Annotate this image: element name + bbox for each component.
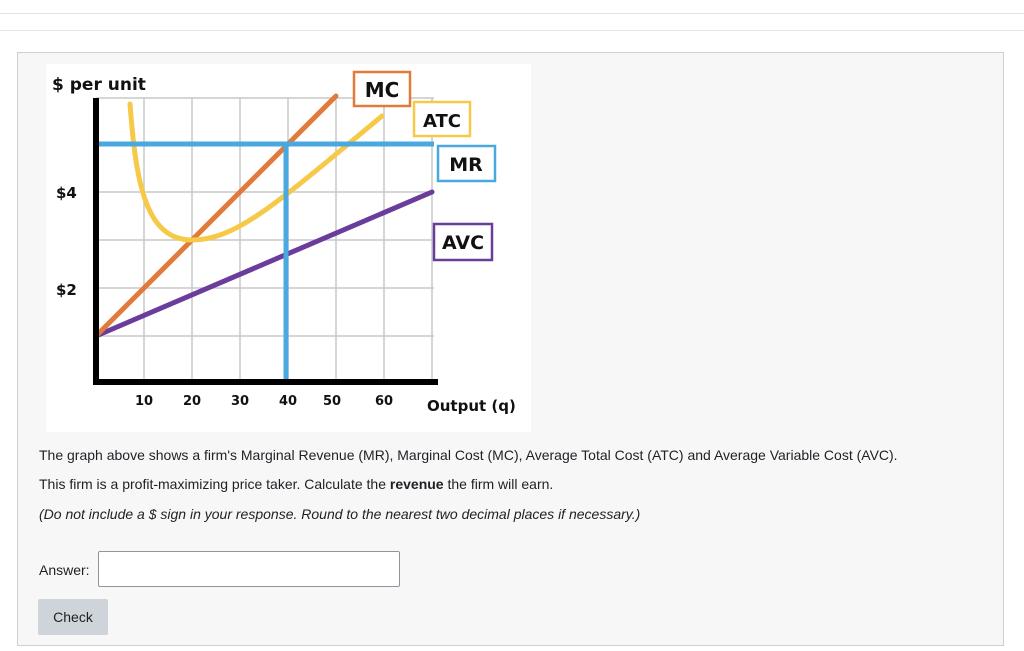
x-tick-50: 50: [323, 394, 341, 409]
x-tick-60: 60: [375, 394, 393, 409]
x-tick-40: 40: [279, 394, 297, 409]
answer-input[interactable]: [98, 551, 400, 587]
avc-curve: [93, 189, 435, 339]
atc-curve: [127, 101, 385, 243]
mr-label-box: [436, 144, 497, 183]
x-axis-title: Output (q): [427, 397, 516, 415]
question-instruction: (Do not include a $ sign in your respons…: [39, 506, 641, 522]
answer-label: Answer:: [39, 562, 90, 578]
grid: [96, 97, 434, 382]
question-text-line-2-start: This firm is a profit-maximizing price t…: [39, 476, 390, 492]
top-divider-2: [0, 30, 1024, 31]
avc-label-box: [432, 222, 494, 262]
mc-curve: [93, 93, 339, 339]
y-tick-4: $4: [56, 184, 77, 202]
question-keyword-revenue: revenue: [389, 476, 444, 492]
mc-label-box: [352, 70, 412, 108]
x-tick-30: 30: [231, 394, 249, 409]
x-tick-20: 20: [183, 394, 201, 409]
y-tick-2: $2: [56, 281, 77, 299]
graph-svg: $ per unit $4 $2 10 20 30 40 50 60 Outpu…: [52, 70, 516, 415]
mr-label: MR: [449, 154, 483, 176]
cost-curves-graph: $ per unit $4 $2 10 20 30 40 50 60 Outpu…: [46, 64, 531, 432]
atc-label-box: [412, 100, 472, 138]
question-text-line-2: This firm is a profit-maximizing price t…: [39, 475, 553, 493]
top-divider: [0, 13, 1024, 14]
check-button[interactable]: Check: [38, 599, 108, 635]
avc-label: AVC: [442, 232, 484, 254]
question-text-line-1: The graph above shows a firm's Marginal …: [39, 447, 898, 463]
mc-label: MC: [365, 78, 400, 102]
y-axis-title: $ per unit: [52, 75, 146, 95]
question-text-line-2-end: the firm will earn.: [443, 476, 554, 492]
x-tick-10: 10: [135, 394, 153, 409]
atc-label: ATC: [423, 111, 461, 132]
